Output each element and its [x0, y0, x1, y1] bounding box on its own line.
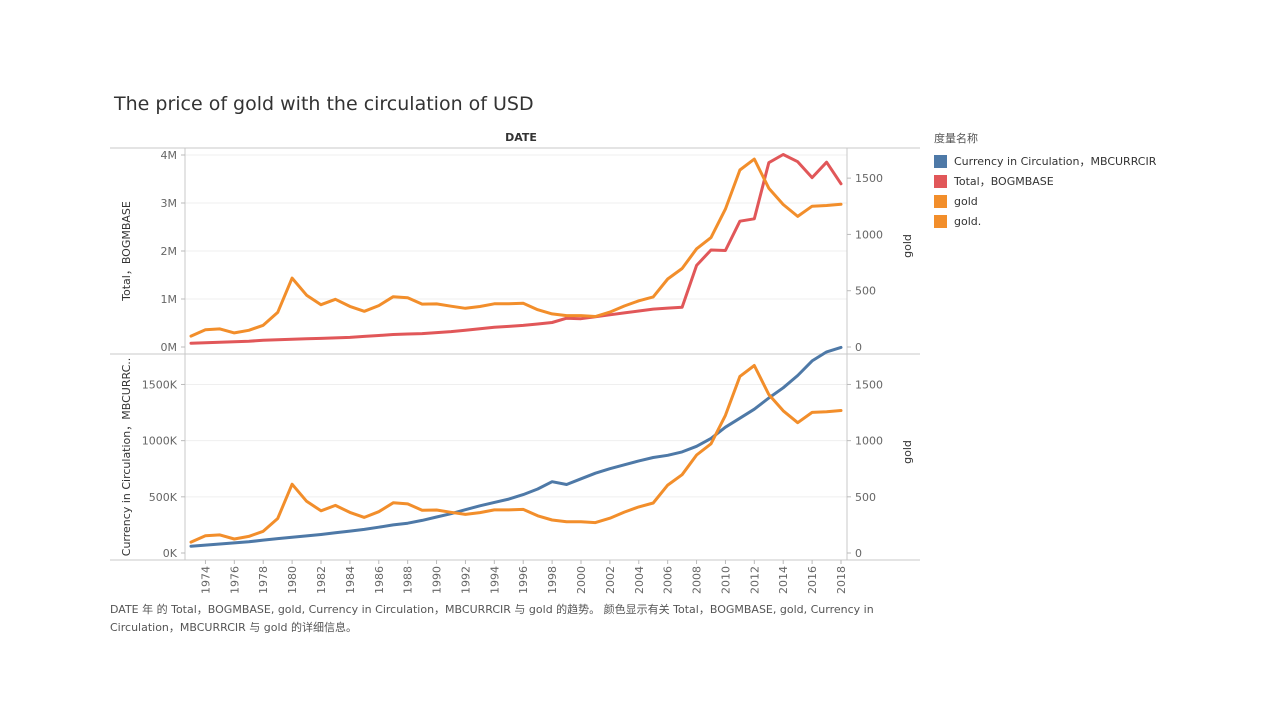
x-axis-title: DATE: [505, 131, 537, 144]
chart-caption: DATE 年 的 Total，BOGMBASE, gold, Currency …: [110, 603, 874, 634]
left-axis-title: Total，BOGMBASE: [120, 201, 133, 302]
legend-label: Total，BOGMBASE: [954, 175, 1054, 188]
legend-label: gold.: [954, 214, 982, 228]
left-tick-label: 1000K: [142, 435, 178, 448]
series-line-primary-panel-2: [189, 345, 843, 548]
right-tick-label: 1000: [855, 435, 883, 448]
right-tick-label: 1500: [855, 378, 883, 391]
x-tick-label: 1988: [402, 566, 415, 594]
x-tick-label: 1996: [517, 566, 530, 594]
left-axis-title: Currency in Circulation，MBCURRC..: [120, 358, 133, 556]
legend-swatch: [934, 174, 947, 188]
x-tick-label: 2004: [633, 566, 646, 594]
series-line-primary-panel-1: [189, 153, 843, 345]
x-tick-label: 1986: [373, 566, 386, 594]
x-tick-label: 2002: [604, 566, 617, 594]
left-tick-label: 3M: [161, 197, 178, 210]
x-tick-label: 1976: [228, 566, 241, 594]
x-tick-label: 1994: [488, 566, 501, 594]
x-tick-label: 2012: [748, 566, 761, 594]
legend-item[interactable]: gold.: [934, 211, 1156, 231]
right-tick-label: 0: [855, 341, 862, 354]
left-tick-label: 0K: [163, 547, 178, 560]
x-tick-label: 2014: [777, 566, 790, 594]
x-tick-label: 2010: [719, 566, 732, 594]
legend-swatch: [934, 214, 947, 228]
series-line-gold-panel-1: [189, 157, 843, 338]
left-tick-label: 2M: [161, 245, 178, 258]
legend-item[interactable]: Currency in Circulation，MBCURRCIR: [934, 151, 1156, 171]
x-tick-label: 1998: [546, 566, 559, 594]
legend-swatch: [934, 194, 947, 208]
x-tick-label: 1982: [315, 566, 328, 594]
series-line-gold-panel-2: [189, 364, 843, 544]
legend-swatch: [934, 154, 947, 168]
right-tick-label: 500: [855, 285, 876, 298]
legend-label: Currency in Circulation，MBCURRCIR: [954, 155, 1157, 168]
legend-title: 度量名称: [934, 132, 978, 145]
x-tick-label: 2018: [835, 566, 848, 594]
x-tick-label: 1978: [257, 566, 270, 594]
legend: 度量名称 Currency in Circulation，MBCURRCIR To…: [934, 130, 1156, 231]
right-tick-label: 500: [855, 491, 876, 504]
legend-item[interactable]: gold: [934, 191, 1156, 211]
right-tick-label: 1500: [855, 172, 883, 185]
left-tick-label: 1500K: [142, 378, 178, 391]
right-tick-label: 0: [855, 547, 862, 560]
left-tick-label: 500K: [149, 491, 178, 504]
legend-label: gold: [954, 194, 978, 208]
right-axis-title: gold: [901, 440, 914, 464]
x-tick-label: 1990: [431, 566, 444, 594]
x-tick-label: 2006: [662, 566, 675, 594]
x-tick-label: 1980: [286, 566, 299, 594]
x-tick-label: 1984: [344, 566, 357, 594]
right-axis-title: gold: [901, 234, 914, 258]
x-tick-label: 1992: [459, 566, 472, 594]
x-tick-label: 2008: [691, 566, 704, 594]
left-tick-label: 1M: [161, 293, 178, 306]
left-tick-label: 0M: [161, 341, 178, 354]
chart-title: The price of gold with the circulation o…: [114, 93, 534, 115]
left-tick-label: 4M: [161, 149, 178, 162]
x-tick-label: 2016: [806, 566, 819, 594]
right-tick-label: 1000: [855, 228, 883, 241]
x-tick-label: 2000: [575, 566, 588, 594]
legend-item[interactable]: Total，BOGMBASE: [934, 171, 1156, 191]
x-tick-label: 1974: [199, 566, 212, 594]
